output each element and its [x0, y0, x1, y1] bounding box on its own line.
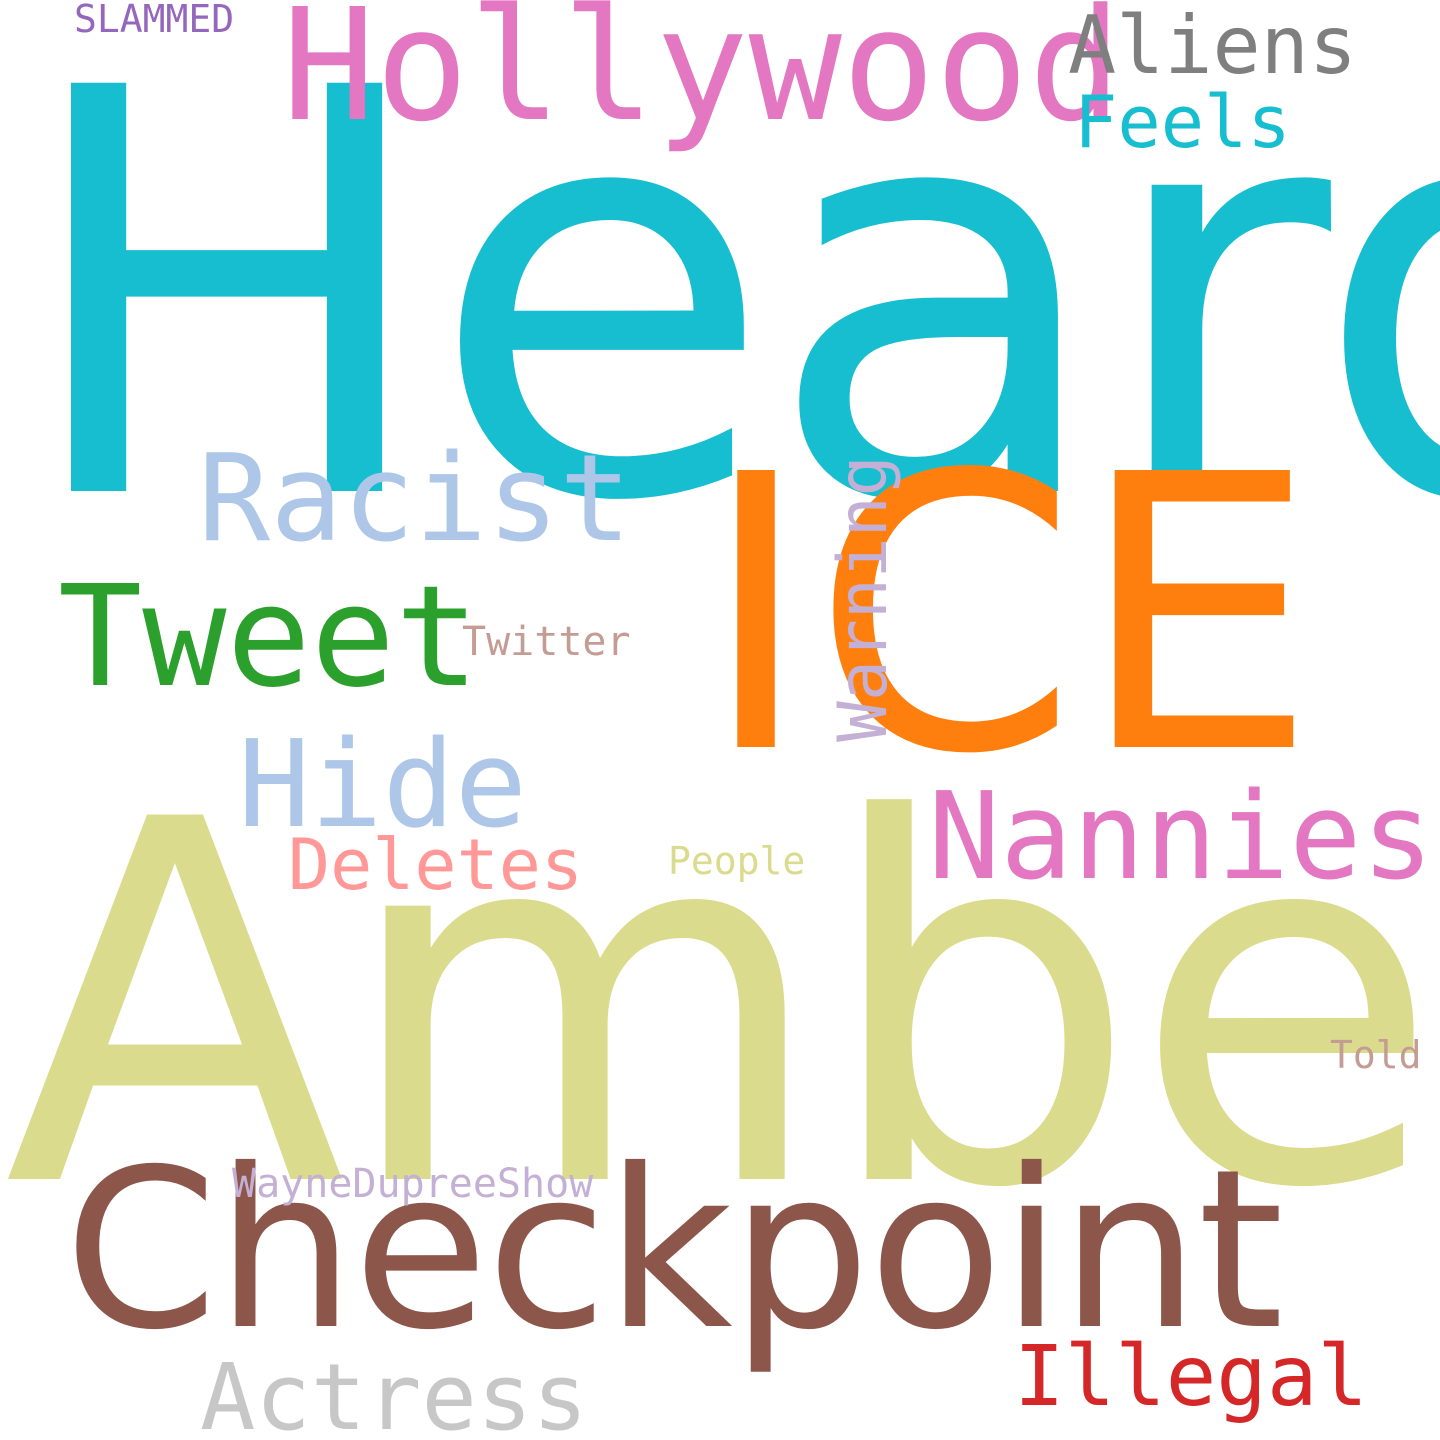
word-hide: Hide: [238, 716, 527, 855]
word-racist: Racist: [198, 430, 632, 569]
word-waynedupreeshow: WayneDupreeShow: [232, 1161, 594, 1207]
word-tweet: Tweet: [58, 556, 480, 719]
word-amber: Amber: [4, 715, 1440, 1297]
word-twitter: Twitter: [462, 619, 631, 665]
word-aliens: Aliens: [1068, 0, 1357, 92]
word-actress: Actress: [200, 1344, 588, 1440]
word-people: People: [668, 839, 806, 883]
word-heard: Heard: [16, 0, 1440, 624]
word-nannies: Nannies: [928, 768, 1434, 907]
word-deletes: Deletes: [288, 824, 584, 906]
word-told: Told: [1330, 1033, 1422, 1077]
word-slammed: SLAMMED: [74, 0, 235, 41]
word-warning: Warning: [824, 455, 903, 742]
word-checkpoint: Checkpoint: [64, 1122, 1284, 1378]
word-ice: ICE: [700, 394, 1318, 837]
word-hollywood: Hollywood: [282, 0, 1122, 156]
word-feels: Feels: [1074, 80, 1291, 164]
word-illegal: Illegal: [1014, 1327, 1369, 1425]
